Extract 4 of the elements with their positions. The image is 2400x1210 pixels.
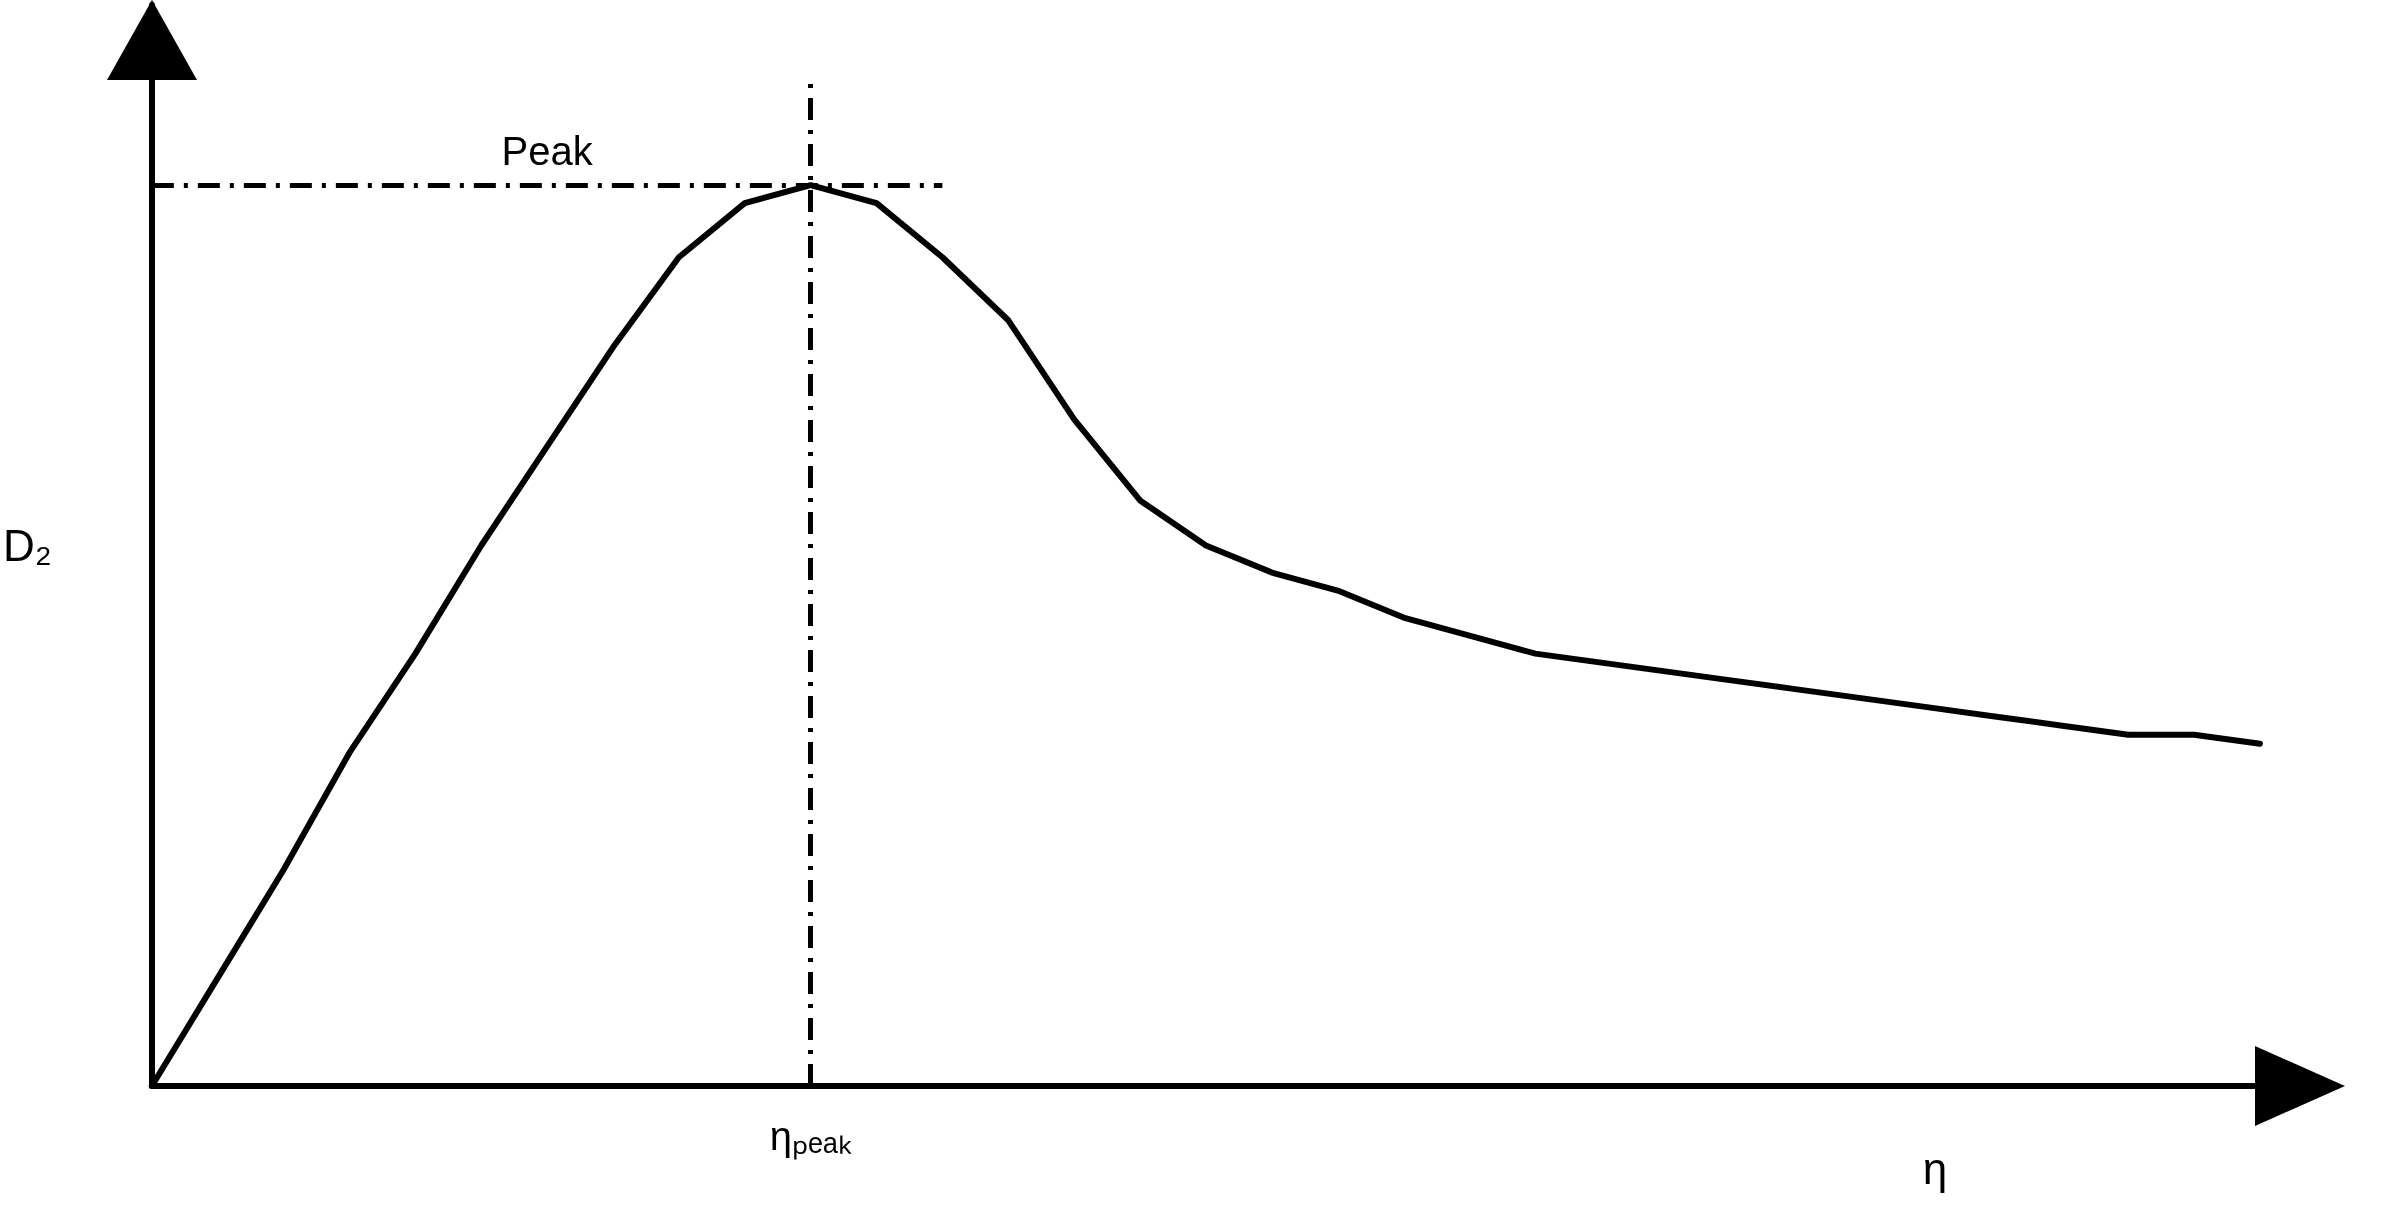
ref-line-label: Peak (501, 129, 594, 174)
x-axis-title: η (1922, 1143, 1948, 1193)
y-axis-title: D₂ (3, 521, 52, 570)
text: ηₚₑₐₖ (769, 1114, 852, 1158)
